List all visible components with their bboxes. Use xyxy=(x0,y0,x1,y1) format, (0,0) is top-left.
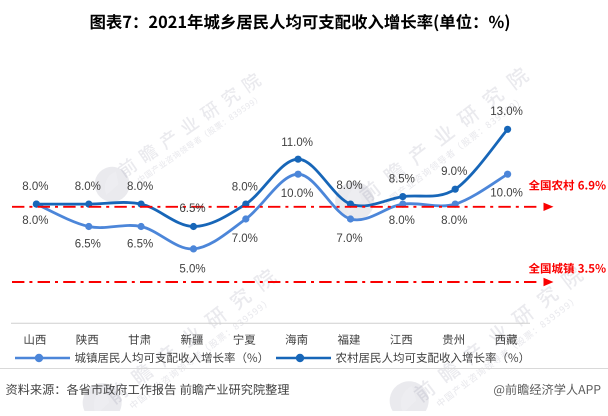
svg-text:7.0%: 7.0% xyxy=(336,233,362,245)
svg-text:8.5%: 8.5% xyxy=(389,173,415,185)
svg-text:5.0%: 5.0% xyxy=(179,264,205,276)
svg-text:10.0%: 10.0% xyxy=(490,187,523,199)
svg-text:8.0%: 8.0% xyxy=(22,181,48,193)
svg-text:8.0%: 8.0% xyxy=(389,215,415,227)
svg-text:8.0%: 8.0% xyxy=(441,215,467,227)
svg-text:7.0%: 7.0% xyxy=(232,233,258,245)
svg-text:8.0%: 8.0% xyxy=(22,215,48,227)
svg-text:6.5%: 6.5% xyxy=(179,203,205,215)
svg-text:8.0%: 8.0% xyxy=(127,181,153,193)
svg-text:13.0%: 13.0% xyxy=(490,106,523,118)
svg-text:8.0%: 8.0% xyxy=(232,181,258,193)
svg-text:6.5%: 6.5% xyxy=(75,238,101,250)
svg-text:11.0%: 11.0% xyxy=(281,137,313,149)
svg-text:8.0%: 8.0% xyxy=(75,181,101,193)
svg-text:9.0%: 9.0% xyxy=(441,166,467,178)
svg-text:8.0%: 8.0% xyxy=(336,180,362,192)
svg-text:6.5%: 6.5% xyxy=(127,238,153,250)
svg-text:10.0%: 10.0% xyxy=(281,188,314,200)
